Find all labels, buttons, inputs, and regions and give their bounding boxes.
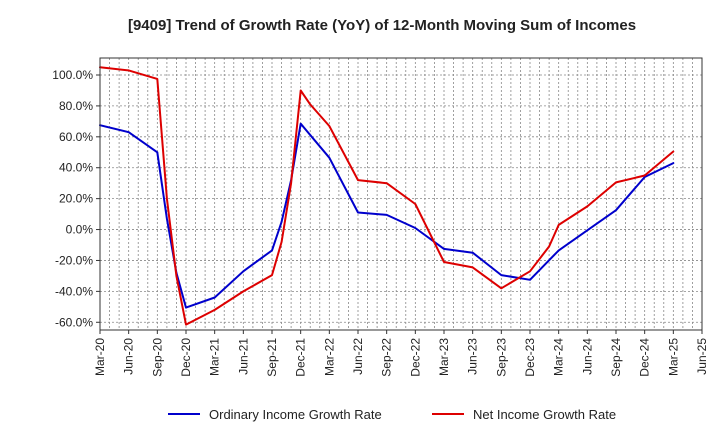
y-tick-label: 60.0% [59,130,93,144]
grid-layer [100,58,702,330]
x-tick-label: Jun-21 [236,338,250,375]
x-tick-label: Dec-22 [408,338,422,377]
legend-label: Net Income Growth Rate [473,407,616,422]
legend-label: Ordinary Income Growth Rate [209,407,382,422]
x-tick-label: Sep-23 [494,338,508,377]
x-tick-label: Mar-20 [93,338,107,376]
x-tick-label: Jun-23 [466,338,480,375]
x-tick-label: Sep-24 [609,338,623,377]
x-axis-ticks: Mar-20 Jun-20 Sep-20 Dec-20 Mar-21 Jun-21 Sep-… [93,330,709,377]
x-tick-label: Sep-22 [380,338,394,377]
y-tick-label: -40.0% [55,284,93,298]
plot-frame [99,57,703,331]
x-tick-label: Mar-23 [437,338,451,376]
series-layer [99,66,675,326]
x-tick-label: Dec-23 [523,338,537,377]
x-tick-label: Jun-22 [351,338,365,375]
chart-title: [9409] Trend of Growth Rate (YoY) of 12-… [128,17,636,34]
x-tick-label: Sep-21 [265,338,279,377]
x-tick-label: Mar-24 [552,338,566,376]
y-tick-label: 100.0% [52,68,93,82]
x-tick-label: Mar-25 [666,338,680,376]
y-axis-ticks: -60.0% -40.0% -20.0% 0.0% 20.0% 40.0% 60.0% 80.… [52,68,100,329]
y-tick-label: -20.0% [55,253,93,267]
y-tick-label: 40.0% [59,161,93,175]
y-tick-label: 20.0% [59,192,93,206]
x-tick-label: Dec-20 [179,338,193,377]
y-tick-label: 80.0% [59,99,93,113]
legend: Ordinary Income Growth Rate Net Income Gr… [168,407,616,422]
x-tick-label: Dec-21 [294,338,308,377]
x-tick-label: Mar-22 [322,338,336,376]
x-tick-label: Jun-24 [580,338,594,375]
series-line-net-income [99,66,675,326]
x-tick-label: Jun-25 [695,338,709,375]
x-tick-label: Mar-21 [208,338,222,376]
y-tick-label: 0.0% [66,223,94,237]
x-tick-label: Jun-20 [122,338,136,375]
x-tick-label: Sep-20 [150,338,164,377]
y-tick-label: -60.0% [55,315,93,329]
x-tick-label: Dec-24 [638,338,652,377]
